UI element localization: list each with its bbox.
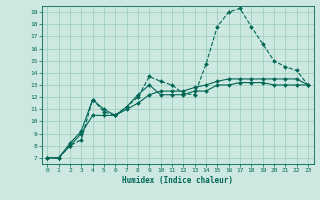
- X-axis label: Humidex (Indice chaleur): Humidex (Indice chaleur): [122, 176, 233, 185]
